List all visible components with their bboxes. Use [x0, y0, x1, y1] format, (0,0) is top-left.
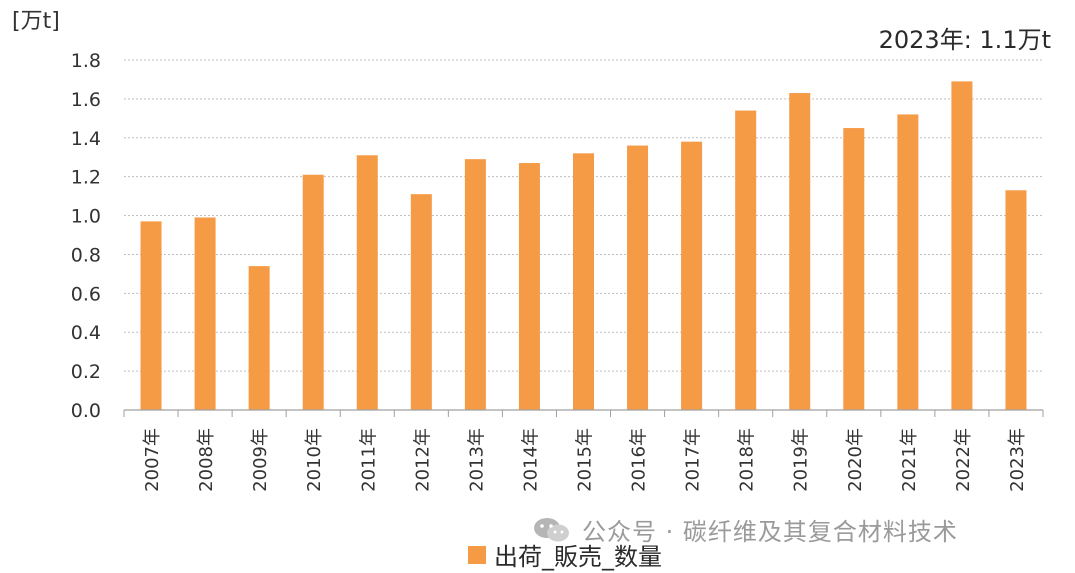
bar: [573, 153, 594, 411]
x-tick-label: 2023年: [1007, 428, 1028, 492]
legend-label: 出荷_販売_数量: [494, 543, 662, 571]
x-tick-label: 2019年: [791, 428, 812, 492]
y-tick-label: 0.4: [71, 322, 101, 344]
bar: [410, 194, 432, 410]
y-tick-label: 1.4: [71, 128, 101, 150]
watermark: 公众号 · 碳纤维及其复合材料技术: [532, 512, 958, 547]
bar: [518, 163, 540, 410]
x-tick-label: 2021年: [899, 428, 920, 492]
x-tick-label: 2016年: [629, 428, 650, 492]
x-tick-label: 2018年: [737, 428, 758, 492]
x-tick-label: 2014年: [520, 428, 541, 492]
bar: [897, 114, 919, 410]
y-tick-label: 0.6: [71, 283, 101, 305]
bar: [140, 221, 162, 410]
y-tick-label: 0.0: [71, 400, 101, 422]
y-tick-label: 1.8: [71, 50, 101, 72]
y-tick-label: 1.6: [71, 89, 101, 111]
bar: [735, 110, 757, 411]
legend: 出荷_販売_数量: [468, 537, 662, 572]
y-tick-label: 0.8: [71, 244, 101, 266]
x-tick-label: 2007年: [142, 428, 163, 492]
watermark-text: 公众号 · 碳纤维及其复合材料技术: [582, 518, 958, 546]
wechat-icon: [534, 517, 569, 541]
legend-swatch: [468, 545, 486, 564]
x-tick-label: 2012年: [412, 428, 433, 492]
x-axis: 2007年 2008年 2009年 2010年 2011年 2012年 2013年 2014年…: [123, 409, 1044, 492]
chart-annotation: 2023年: 1.1万t: [878, 26, 1051, 54]
bar: [356, 155, 378, 410]
bars: [140, 81, 1027, 411]
gridlines: [124, 59, 1043, 372]
bar: [951, 81, 973, 410]
bar: [194, 217, 216, 410]
bar: [681, 141, 703, 410]
x-tick-label: 2009年: [250, 428, 271, 492]
y-tick-label: 1.0: [71, 206, 101, 228]
bar: [789, 93, 811, 411]
y-tick-label: 1.2: [71, 167, 101, 189]
x-tick-label: 2010年: [304, 428, 325, 492]
x-tick-label: 2017年: [683, 428, 704, 492]
x-tick-label: 2020年: [845, 428, 866, 492]
bar: [248, 266, 270, 410]
x-tick-label: 2022年: [953, 428, 974, 492]
y-axis-label: [万t]: [12, 9, 60, 34]
bar: [464, 159, 486, 410]
y-axis-ticks: 0.0 0.2 0.4 0.6 0.8 1.0 1.2 1.4 1.6 1.8: [71, 50, 101, 422]
bar: [1005, 190, 1027, 410]
bar: [627, 145, 649, 411]
x-tick-label: 2011年: [358, 428, 379, 492]
y-tick-label: 0.2: [71, 361, 101, 383]
x-tick-label: 2013年: [466, 428, 487, 492]
x-tick-label: 2015年: [575, 428, 596, 492]
bar: [843, 128, 865, 411]
x-tick-label: 2008年: [196, 428, 217, 492]
bar: [302, 174, 324, 410]
